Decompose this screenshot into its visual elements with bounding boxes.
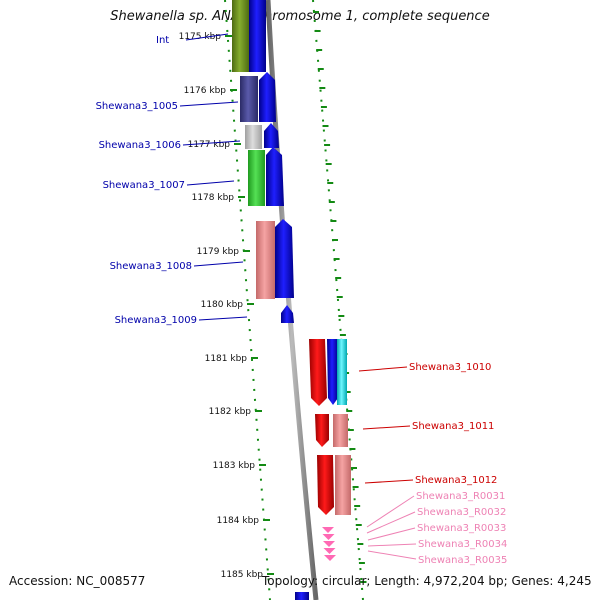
dotted-track-left <box>224 0 271 600</box>
feature-cog-1011 <box>315 414 329 447</box>
trna-feature <box>323 548 336 554</box>
feature-callout-line <box>193 261 244 267</box>
kbp-ruler: 1175 kbp 1176 kbp 1177 kbp 1178 kbp 1179 kbp… <box>179 32 274 580</box>
feature-cds-1010 <box>327 339 338 405</box>
ruler-tick-label: 1182 kbp <box>209 407 252 417</box>
ruler-tick-label: 1180 kbp <box>201 300 244 310</box>
trna-cluster <box>322 527 336 561</box>
feature-label: Shewana3_1006 <box>99 140 181 151</box>
map-title: Shewanella sp. ANA-3 chromosome 1, compl… <box>110 9 490 24</box>
accession-text: Accession: NC_008577 <box>9 574 146 588</box>
feature-callout-line <box>358 366 408 372</box>
feature-callout-line <box>182 140 241 146</box>
feature-callout-line <box>364 479 414 484</box>
ruler-tick-label: 1183 kbp <box>213 461 256 471</box>
feature-callout-line <box>367 527 416 541</box>
feature-cog-1006 <box>245 125 262 149</box>
feature-cds-1006 <box>264 123 279 148</box>
feature-label: Shewana3_R0033 <box>417 523 506 534</box>
feature-label: Shewana3_1010 <box>409 362 491 373</box>
cds-ring-left <box>249 0 294 323</box>
trna-feature <box>322 534 335 540</box>
feature-cds-1008 <box>275 219 294 298</box>
feature-callout-line <box>198 316 248 321</box>
feature-callout-line <box>185 33 229 41</box>
feature-label: Shewana3_1012 <box>415 475 497 486</box>
ruler-tick-label: 1184 kbp <box>217 516 260 526</box>
feature-cog-1005 <box>240 76 258 122</box>
cog-ring-left <box>232 0 275 299</box>
trna-feature <box>324 555 336 561</box>
feature-callout-line <box>367 550 417 560</box>
feature-label: Shewana3_R0031 <box>416 491 505 502</box>
feature-label: Shewana3_1009 <box>115 315 197 326</box>
outer-dotted-tracks <box>224 0 364 600</box>
feature-cog2-1010 <box>337 339 347 405</box>
feature-callout-line <box>362 425 411 430</box>
feature-label: Shewana3_1008 <box>110 261 192 272</box>
feature-cds-bottom <box>295 592 309 600</box>
feature-cog-int <box>232 0 249 72</box>
ruler-tick-label: 1175 kbp <box>179 32 222 42</box>
feature-label: Shewana3_1005 <box>96 101 178 112</box>
feature-label: Int <box>156 35 169 46</box>
feature-callout-line <box>366 495 415 528</box>
feature-cds-1005 <box>259 72 276 122</box>
ruler-tick-label: 1181 kbp <box>205 354 248 364</box>
feature-label: Shewana3_R0034 <box>418 539 507 550</box>
ruler-tick-label: 1179 kbp <box>197 247 240 257</box>
ruler-tick-label: 1185 kbp <box>221 570 264 580</box>
feature-cds-int <box>249 0 266 72</box>
feature-ring-right <box>309 339 351 515</box>
ruler-tick-label: 1177 kbp <box>188 140 231 150</box>
trna-feature <box>323 541 335 547</box>
feature-cog2-1012 <box>335 455 351 515</box>
feature-callout-line <box>366 511 416 534</box>
feature-cog2-1011 <box>333 414 348 447</box>
feature-label: Shewana3_1007 <box>103 180 185 191</box>
feature-labels: Int Shewana3_1005 Shewana3_1006 Shewana3_10… <box>96 33 507 566</box>
ruler-tick-label: 1178 kbp <box>192 193 235 203</box>
feature-cds-1007 <box>266 147 284 206</box>
feature-label: Shewana3_R0032 <box>417 507 506 518</box>
feature-cog-1007 <box>248 150 265 206</box>
feature-callout-line <box>186 180 235 186</box>
ruler-tick-label: 1176 kbp <box>184 86 227 96</box>
sequence-summary: Topology: circular; Length: 4,972,204 bp… <box>262 574 592 588</box>
feature-cog-1010 <box>309 339 327 406</box>
feature-cog-1012 <box>317 455 334 515</box>
feature-callout-line <box>367 543 417 547</box>
feature-cog-1008 <box>256 221 275 299</box>
feature-label: Shewana3_R0035 <box>418 555 507 566</box>
trna-feature <box>322 527 334 533</box>
dotted-track-right <box>312 0 364 600</box>
feature-callout-line <box>179 101 239 107</box>
feature-label: Shewana3_1011 <box>412 421 494 432</box>
feature-cds-1009 <box>281 305 294 323</box>
